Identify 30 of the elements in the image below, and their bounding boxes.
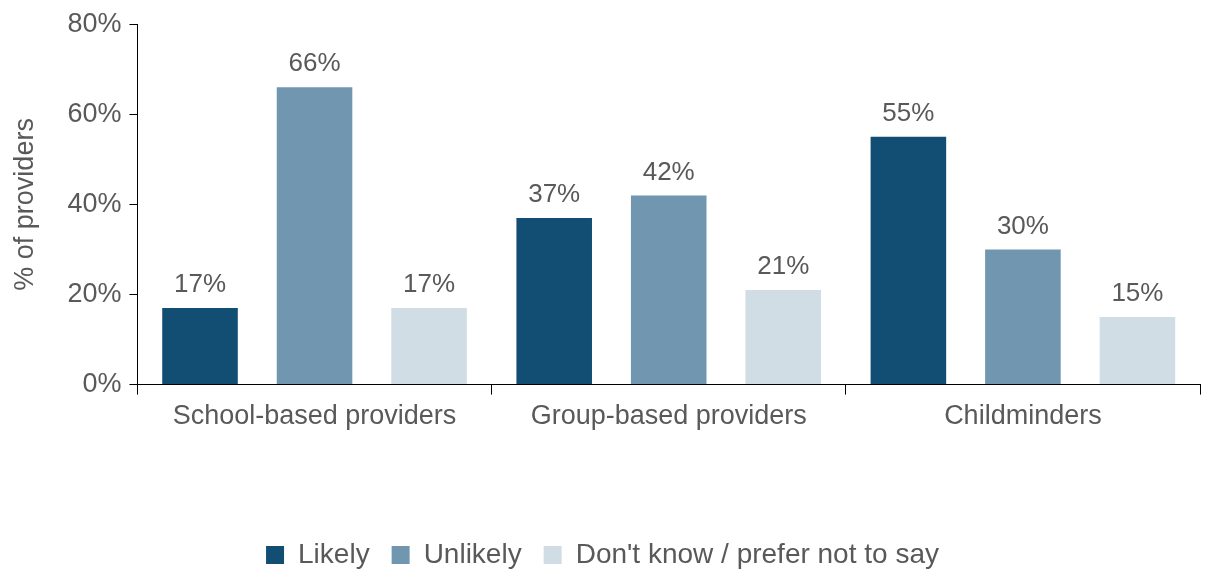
legend-label: Likely	[298, 537, 370, 569]
bar	[391, 308, 467, 385]
bar	[630, 195, 707, 385]
bar	[1099, 317, 1176, 385]
data-label: 17%	[173, 268, 227, 299]
y-axis-title: % of providers	[8, 118, 39, 291]
y-tick-label: 40%	[67, 187, 122, 218]
bar	[870, 136, 947, 385]
data-label: 21%	[757, 250, 810, 281]
legend-label: Unlikely	[423, 537, 522, 569]
data-label: 66%	[288, 47, 341, 78]
data-label: 17%	[403, 268, 456, 299]
y-tick-label: 60%	[67, 97, 122, 128]
x-tick-label: Group-based providers	[530, 400, 807, 431]
y-tick-label: 20%	[67, 277, 122, 308]
bar	[276, 87, 353, 385]
bar	[162, 308, 238, 385]
data-label: 37%	[528, 178, 581, 209]
x-tick-label: School-based providers	[172, 400, 457, 431]
legend-label: Don't know / prefer not to say	[575, 537, 939, 569]
bar	[985, 249, 1061, 385]
data-label: 30%	[996, 209, 1049, 240]
data-label: 15%	[1111, 277, 1164, 308]
bar	[745, 290, 822, 385]
x-tick-label: Childminders	[944, 400, 1102, 431]
data-label: 42%	[642, 155, 695, 186]
bar	[516, 217, 592, 385]
data-label: 55%	[882, 97, 935, 127]
y-tick-label: 80%	[67, 7, 122, 38]
y-tick-label: 0%	[82, 368, 122, 399]
